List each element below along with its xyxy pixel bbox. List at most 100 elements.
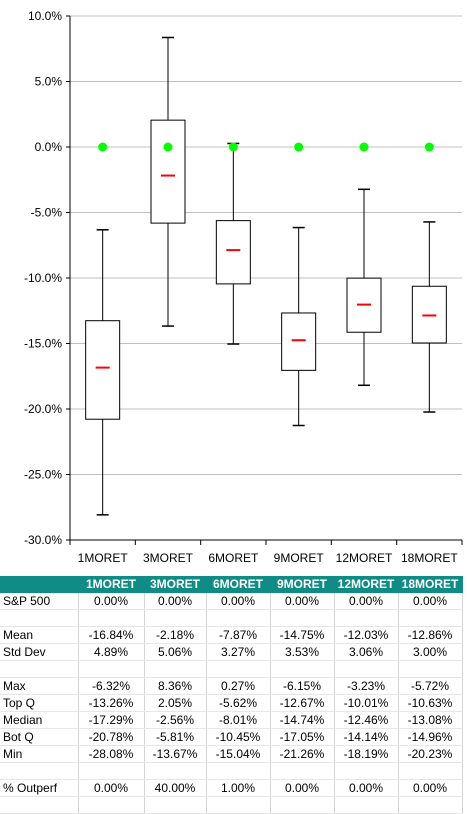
table-cell: 0.00%: [206, 592, 271, 610]
table-row: Mean -16.84% -2.18% -7.87% -14.75% -12.03% -12…: [0, 626, 463, 644]
table-header-row: 1MORET 3MORET 6MORET 9MORET 12MORET 18MO…: [0, 576, 463, 593]
box-quartile: [215, 220, 251, 285]
x-tick-label: 12MORET: [336, 551, 393, 565]
table-cell: -12.46%: [334, 711, 399, 729]
table-cell: -14.74%: [270, 711, 335, 729]
x-tick-label: 3MORET: [143, 551, 194, 565]
y-tick-label: 5.0%: [35, 75, 63, 89]
header-cell: 1MORET: [78, 576, 145, 593]
header-cell: 18MORET: [398, 576, 463, 593]
table-cell: -21.26%: [270, 745, 335, 763]
table-cell: [206, 660, 271, 678]
x-tick-label: 9MORET: [274, 551, 325, 565]
table-cell: [144, 796, 207, 814]
table-cell: 3.00%: [398, 643, 463, 661]
table-cell: 3.53%: [270, 643, 335, 661]
sp500-point: [359, 142, 369, 152]
y-tick-label: -15.0%: [24, 337, 62, 351]
table-cell: [144, 762, 207, 780]
boxes: [85, 36, 447, 516]
table-cell: [78, 796, 145, 814]
x-tick-label: 6MORET: [208, 551, 259, 565]
sp500-point: [163, 142, 173, 152]
box-quartile: [85, 320, 121, 420]
row-label: Mean: [0, 626, 79, 644]
table-cell: -6.32%: [78, 677, 145, 695]
table-cell: -17.05%: [270, 728, 335, 746]
table-row: Std Dev 4.89% 5.06% 3.27% 3.53% 3.06% 3.00%: [0, 643, 463, 661]
table-row: [0, 609, 463, 627]
table-cell: 1.00%: [206, 779, 271, 797]
row-label: [0, 609, 79, 627]
axes: [66, 15, 463, 545]
table-cell: -14.75%: [270, 626, 335, 644]
table-cell: 0.27%: [206, 677, 271, 695]
row-label: [0, 660, 79, 678]
table-cell: [206, 762, 271, 780]
table-cell: 3.06%: [334, 643, 399, 661]
y-tick-label: 0.0%: [35, 140, 63, 154]
table-row: Median -17.29% -2.56% -8.01% -14.74% -12.46% -…: [0, 711, 463, 729]
table-cell: [206, 609, 271, 627]
table-cell: 0.00%: [270, 779, 335, 797]
table-cell: -10.45%: [206, 728, 271, 746]
table-cell: 0.00%: [78, 779, 145, 797]
row-label: % Outperf: [0, 779, 79, 797]
row-label: Std Dev: [0, 643, 79, 661]
table-row: Top Q -13.26% 2.05% -5.62% -12.67% -10.01% -10…: [0, 694, 463, 712]
table-row: [0, 796, 463, 814]
box-plot-chart: 10.0% 5.0% 0.0% -5.0% -10.0% -15.0% -20.0% -25.…: [24, 9, 463, 565]
table-row: S&P 500 0.00% 0.00% 0.00% 0.00% 0.00% 0.00%: [0, 592, 463, 610]
table-row: [0, 660, 463, 678]
row-label: Min: [0, 745, 79, 763]
x-tick-label: 18MORET: [401, 551, 458, 565]
y-tick-label: -10.0%: [24, 271, 62, 285]
gridlines: [70, 15, 462, 541]
table-cell: 2.05%: [144, 694, 207, 712]
statistics-table: 1MORET 3MORET 6MORET 9MORET 12MORET 18MO…: [0, 576, 463, 814]
table-cell: [270, 762, 335, 780]
row-label: Median: [0, 711, 79, 729]
box-quartile: [150, 119, 186, 224]
y-tick-label: -25.0%: [24, 468, 62, 482]
y-tick-label: -20.0%: [24, 402, 62, 416]
table-cell: 0.00%: [270, 592, 335, 610]
table-cell: -5.72%: [398, 677, 463, 695]
table-cell: [334, 762, 399, 780]
row-label: Bot Q: [0, 728, 79, 746]
table-cell: [398, 609, 463, 627]
table-cell: [144, 660, 207, 678]
table-cell: -13.08%: [398, 711, 463, 729]
table-cell: 0.00%: [398, 779, 463, 797]
table-cell: [270, 796, 335, 814]
table-cell: [398, 796, 463, 814]
table-cell: -20.78%: [78, 728, 145, 746]
row-label: Top Q: [0, 694, 79, 712]
row-label: [0, 796, 79, 814]
table-cell: -8.01%: [206, 711, 271, 729]
table-cell: 0.00%: [78, 592, 145, 610]
tick-labels: 10.0% 5.0% 0.0% -5.0% -10.0% -15.0% -20.0% -25.…: [24, 9, 458, 565]
table-cell: 0.00%: [334, 779, 399, 797]
table-cell: -12.86%: [398, 626, 463, 644]
table-cell: 0.00%: [398, 592, 463, 610]
table-cell: -16.84%: [78, 626, 145, 644]
table-cell: -17.29%: [78, 711, 145, 729]
table-cell: -14.14%: [334, 728, 399, 746]
table-cell: -5.81%: [144, 728, 207, 746]
table-cell: -10.01%: [334, 694, 399, 712]
table-row: Bot Q -20.78% -5.81% -10.45% -17.05% -14.14% -…: [0, 728, 463, 746]
table-cell: -20.23%: [398, 745, 463, 763]
table-cell: -12.03%: [334, 626, 399, 644]
table-cell: [144, 609, 207, 627]
table-cell: 8.36%: [144, 677, 207, 695]
table-cell: 3.27%: [206, 643, 271, 661]
table-cell: [398, 762, 463, 780]
table-cell: -18.19%: [334, 745, 399, 763]
x-tick-label: 1MORET: [78, 551, 129, 565]
sp500-point: [228, 142, 238, 152]
table-row: Max -6.32% 8.36% 0.27% -6.15% -3.23% -5.72%: [0, 677, 463, 695]
table-cell: -15.04%: [206, 745, 271, 763]
table-cell: [334, 796, 399, 814]
table-cell: [78, 762, 145, 780]
